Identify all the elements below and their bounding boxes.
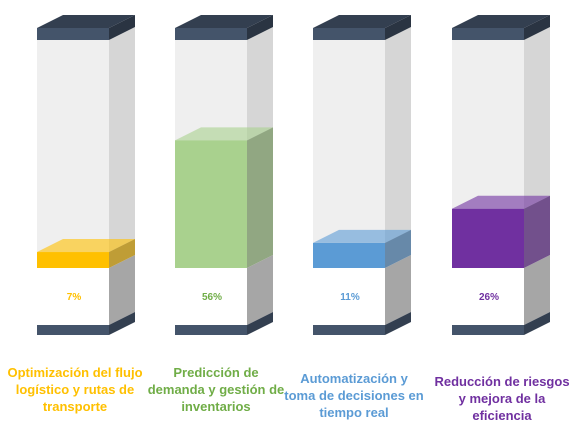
bar-side-1: [109, 239, 135, 268]
base-side-1: [109, 255, 135, 325]
tube-side-1: [109, 27, 135, 268]
data-label-3: 11%: [340, 292, 360, 303]
tube-side-3: [385, 27, 411, 268]
cap-side-4: [524, 15, 550, 40]
cap-side-1: [109, 15, 135, 40]
bar-front-3: [313, 242, 385, 268]
cap-side-3: [385, 15, 411, 40]
data-label-1: 7%: [66, 292, 82, 303]
base-front-1: [37, 268, 109, 325]
cap-side-2: [247, 15, 273, 40]
base-strip-1: [37, 325, 109, 335]
base-strip-side-2: [247, 312, 273, 335]
category-label-2: Predicción de demanda y gestión de inven…: [147, 365, 285, 414]
category-label-4: Reducción de riesgos y mejora de la efic…: [434, 374, 570, 423]
base-strip-3: [313, 325, 385, 335]
bar-top-4: [452, 195, 550, 209]
base-strip-side-3: [385, 312, 411, 335]
cap-top-2: [175, 15, 273, 28]
base-side-2: [247, 255, 273, 325]
bar-side-3: [385, 229, 411, 268]
bar-front-2: [175, 140, 247, 268]
data-label-4: 26%: [478, 292, 499, 303]
cap-front-4: [452, 28, 524, 40]
base-side-4: [524, 255, 550, 325]
base-front-2: [175, 268, 247, 325]
cap-front-2: [175, 28, 247, 40]
bar-top-2: [175, 127, 273, 141]
data-label-2: 56%: [201, 292, 222, 303]
bar-front-4: [452, 208, 524, 268]
base-strip-2: [175, 325, 247, 335]
cap-top-4: [452, 15, 550, 28]
base-strip-side-1: [109, 312, 135, 335]
bar-front-1: [37, 252, 109, 268]
base-front-3: [313, 268, 385, 325]
base-side-3: [385, 255, 411, 325]
cap-front-1: [37, 28, 109, 40]
cap-front-3: [313, 28, 385, 40]
tube-front-1: [37, 40, 109, 268]
category-label-1: Optimización del flujo logístico y rutas…: [7, 365, 143, 414]
base-strip-4: [452, 325, 524, 335]
base-front-4: [452, 268, 524, 325]
cap-top-3: [313, 15, 411, 28]
base-strip-side-4: [524, 312, 550, 335]
category-label-3: Automatización y toma de decisiones en t…: [284, 371, 424, 420]
bar-side-2: [247, 127, 273, 268]
bar-side-4: [524, 195, 550, 268]
cap-top-1: [37, 15, 135, 28]
bar-top-3: [313, 229, 411, 243]
bar-top-1: [37, 239, 135, 253]
